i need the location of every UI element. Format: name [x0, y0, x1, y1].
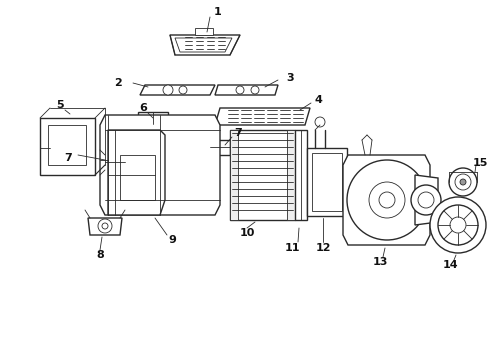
Polygon shape: [415, 175, 438, 225]
Circle shape: [460, 179, 466, 185]
Circle shape: [102, 223, 108, 229]
Bar: [230, 130, 295, 220]
Bar: [195, 28, 213, 35]
Bar: [230, 130, 238, 220]
Text: 15: 15: [472, 158, 488, 168]
Text: 8: 8: [96, 250, 104, 260]
Text: 1: 1: [214, 7, 222, 17]
Polygon shape: [215, 85, 278, 95]
Circle shape: [179, 86, 187, 94]
Text: 14: 14: [442, 260, 458, 270]
Polygon shape: [210, 140, 230, 155]
Text: 2: 2: [114, 78, 122, 88]
Circle shape: [379, 192, 395, 208]
Circle shape: [418, 192, 434, 208]
Polygon shape: [40, 118, 95, 175]
Bar: [307, 148, 347, 216]
Circle shape: [163, 85, 173, 95]
Text: 4: 4: [314, 95, 322, 105]
Text: 5: 5: [56, 100, 64, 110]
Circle shape: [438, 205, 478, 245]
Polygon shape: [100, 115, 220, 215]
Text: 13: 13: [372, 257, 388, 267]
Polygon shape: [170, 35, 240, 55]
Polygon shape: [215, 108, 310, 125]
Text: 12: 12: [315, 243, 331, 253]
Bar: [287, 130, 295, 220]
Circle shape: [455, 174, 471, 190]
Text: 3: 3: [286, 73, 294, 83]
Text: 9: 9: [168, 235, 176, 245]
Bar: [312, 153, 342, 211]
Circle shape: [369, 182, 405, 218]
Circle shape: [98, 219, 112, 233]
Text: 7: 7: [234, 128, 242, 138]
Circle shape: [411, 185, 441, 215]
Bar: [138, 112, 168, 124]
Circle shape: [449, 168, 477, 196]
Polygon shape: [88, 218, 122, 235]
Circle shape: [450, 217, 466, 233]
Polygon shape: [343, 155, 430, 245]
Polygon shape: [175, 38, 232, 52]
Circle shape: [430, 197, 486, 253]
Bar: [295, 130, 307, 220]
Circle shape: [251, 86, 259, 94]
Text: 10: 10: [239, 228, 255, 238]
Text: 11: 11: [284, 243, 300, 253]
Circle shape: [347, 160, 427, 240]
Polygon shape: [108, 130, 165, 215]
Text: 6: 6: [139, 103, 147, 113]
Circle shape: [236, 86, 244, 94]
Circle shape: [315, 117, 325, 127]
Text: 7: 7: [64, 153, 72, 163]
Polygon shape: [140, 85, 215, 95]
Bar: [48, 125, 86, 165]
Polygon shape: [105, 155, 125, 170]
Bar: [120, 155, 155, 200]
